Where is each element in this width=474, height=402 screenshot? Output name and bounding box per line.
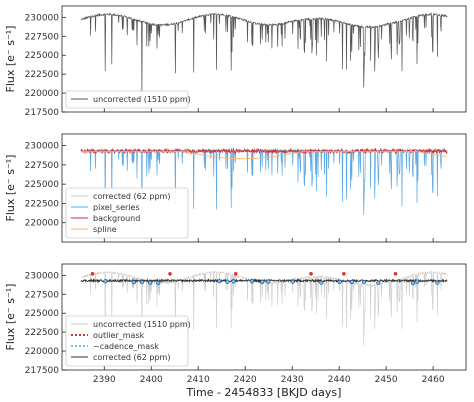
- y-tick-label: 230000: [25, 142, 60, 152]
- y-tick-label: 222500: [25, 70, 60, 80]
- legend: uncorrected (1510 ppm) outlier_mask ~caden…: [65, 315, 191, 367]
- series-line-uncorrected: [80, 12, 448, 101]
- x-tick-label: 2400: [140, 375, 163, 385]
- legend-box: [65, 90, 189, 109]
- panel-top: 217500 220000 222500 225000 227500 230000 Flux…: [4, 5, 467, 118]
- cadence-mask-point: [156, 280, 161, 286]
- y-tick-label: 225000: [25, 180, 60, 190]
- legend: uncorrected (1510 ppm): [65, 90, 191, 109]
- x-tick-label: 2410: [187, 375, 210, 385]
- y-tick-label: 220000: [25, 347, 60, 357]
- x-tick-label: 2450: [375, 375, 398, 385]
- y-tick-label: 220000: [25, 219, 60, 229]
- cadence-mask-point: [103, 279, 108, 284]
- cadence-mask-point: [349, 279, 354, 285]
- cadence-mask-point: [139, 280, 144, 285]
- y-tick-label: 217500: [25, 108, 60, 118]
- cadence-mask-point: [148, 280, 153, 285]
- y-tick-label: 225000: [25, 309, 60, 319]
- y-tick-label: 230000: [25, 271, 60, 281]
- y-tick-label: 227500: [25, 161, 60, 171]
- series-layer: [80, 12, 448, 101]
- legend: corrected (62 ppm) pixel_series background…: [65, 187, 189, 239]
- y-tick-label: 220000: [25, 89, 60, 99]
- legend-entry: ~cadence_mask: [93, 342, 159, 351]
- y-tick-label: 225000: [25, 51, 60, 61]
- legend-entry: background: [93, 214, 140, 223]
- x-axis-label: Time - 2454833 [BKJD days]: [186, 386, 342, 399]
- outlier-mask-point: [168, 272, 172, 276]
- x-tick-label: 2420: [234, 375, 257, 385]
- cadence-mask-point: [414, 279, 420, 284]
- series-line-spline: [80, 151, 448, 160]
- y-tick-label: 227500: [25, 290, 60, 300]
- plot-frame: [61, 133, 467, 243]
- legend-entry: uncorrected (1510 ppm): [93, 320, 191, 329]
- x-tick-label: 2460: [422, 375, 445, 385]
- cadence-mask-point: [319, 280, 324, 285]
- outlier-mask-point: [90, 272, 95, 276]
- plot-frame: [61, 263, 467, 371]
- legend-box: [65, 187, 189, 239]
- x-tick-label: 2430: [281, 375, 304, 385]
- y-tick-label: 230000: [25, 13, 60, 23]
- y-axis-label: Flux [e⁻ s⁻¹]: [4, 284, 17, 351]
- x-tick-label: 2440: [328, 375, 351, 385]
- legend-entry: pixel_series: [93, 203, 140, 212]
- cadence-mask-point: [225, 279, 230, 284]
- y-axis-label: Flux [e⁻ s⁻¹]: [4, 155, 17, 222]
- cadence-mask-point: [435, 280, 440, 285]
- panel-bottom: 217500 220000 222500 225000 227500 230000 2390…: [4, 263, 467, 399]
- legend-entry: corrected (62 ppm): [93, 192, 170, 201]
- cadence-mask-point: [410, 281, 416, 286]
- cadence-mask-point: [290, 279, 295, 284]
- y-tick-label: 227500: [25, 32, 60, 42]
- cadence-mask-point: [362, 280, 367, 285]
- legend-entry: spline: [93, 225, 117, 234]
- cadence-mask-point: [131, 280, 136, 285]
- cadence-mask-point: [231, 279, 236, 284]
- cadence-mask-point: [376, 280, 381, 285]
- legend-entry: outlier_mask: [93, 331, 145, 340]
- y-tick-label: 217500: [25, 366, 60, 376]
- cadence-mask-point: [249, 279, 255, 284]
- y-tick-label: 222500: [25, 199, 60, 209]
- legend-entry: uncorrected (1510 ppm): [93, 95, 191, 104]
- plot-frame: [61, 5, 467, 113]
- legend-box: [65, 315, 189, 367]
- y-tick-label: 222500: [25, 328, 60, 338]
- cadence-mask-point: [266, 279, 271, 284]
- cadence-mask-point: [337, 279, 342, 285]
- outlier-mask-point: [309, 272, 313, 276]
- outlier-mask-point: [342, 272, 346, 276]
- cadence-mask-point: [260, 279, 265, 285]
- outlier-mask-point: [393, 272, 398, 276]
- y-axis-label: Flux [e⁻ s⁻¹]: [4, 26, 17, 93]
- series-layer: [80, 270, 448, 359]
- cadence-mask-point: [217, 279, 222, 284]
- panel-middle: 220000 222500 225000 227500 230000 Flux [e⁻ s…: [4, 133, 467, 243]
- x-tick-label: 2390: [93, 375, 116, 385]
- legend-entry: corrected (62 ppm): [93, 353, 170, 362]
- outlier-mask-point: [234, 272, 238, 276]
